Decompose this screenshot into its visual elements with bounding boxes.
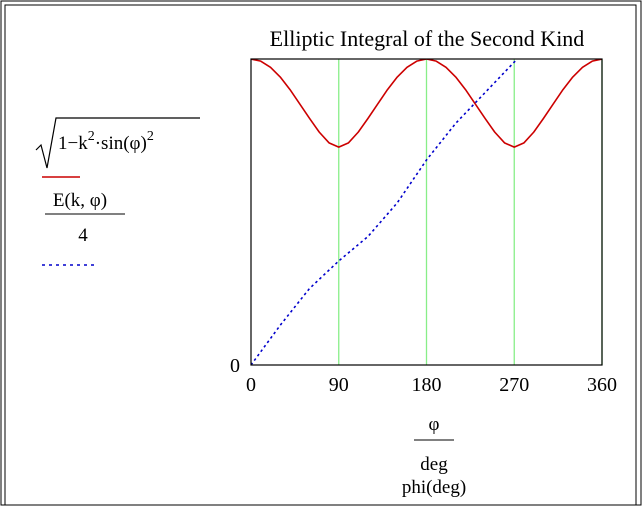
series-1-line bbox=[251, 59, 602, 148]
tick-layer: 0 90 180 270 360 bbox=[246, 374, 617, 396]
grid-layer bbox=[338, 59, 603, 365]
sqrt-sign-icon bbox=[35, 117, 200, 169]
plot-frame bbox=[250, 58, 603, 366]
x-axis-label: φ deg phi(deg) bbox=[402, 414, 466, 498]
x-tick-label-270: 270 bbox=[499, 374, 529, 396]
x-label-caption: phi(deg) bbox=[402, 477, 466, 498]
legend-2-denominator: 4 bbox=[78, 225, 88, 246]
x-tick-label-0: 0 bbox=[246, 374, 256, 396]
legend-2-numerator: E(k, φ) bbox=[53, 190, 107, 211]
series-layer bbox=[251, 59, 602, 365]
legend-1-head: 1−k2·sin(φ)2 bbox=[58, 129, 154, 154]
legend-entry-2: E(k, φ) 4 bbox=[42, 190, 125, 266]
x-tick-label-360: 360 bbox=[587, 374, 617, 396]
x-tick-label-90: 90 bbox=[329, 374, 349, 396]
y-tick-label-0: 0 bbox=[230, 355, 240, 377]
inner-border bbox=[4, 4, 637, 506]
x-label-denominator: deg bbox=[420, 454, 448, 475]
series-2-line bbox=[251, 59, 519, 365]
x-label-numerator: φ bbox=[429, 414, 440, 435]
legend-entry-1: 1−k2·sin(φ)2 bbox=[35, 117, 200, 178]
chart-title: Elliptic Integral of the Second Kind bbox=[270, 26, 585, 51]
x-tick-label-180: 180 bbox=[412, 374, 442, 396]
